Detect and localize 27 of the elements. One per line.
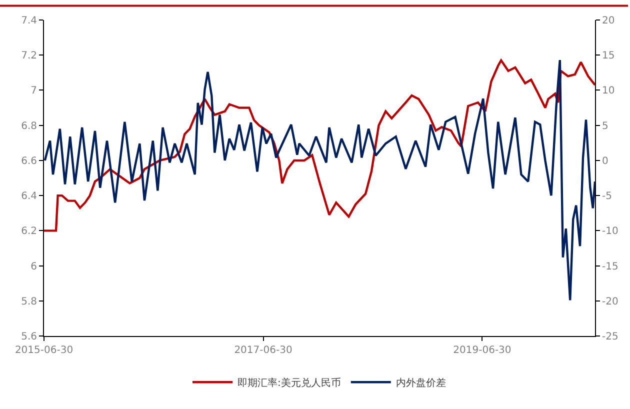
y2-tick-label: 0 <box>602 156 608 167</box>
legend-label: 内外盘价差 <box>396 377 446 389</box>
x-tick-label: 2019-06-30 <box>453 345 512 356</box>
x-tick-label: 2015-06-30 <box>14 345 74 356</box>
y-tick-label: 6.6 <box>21 156 37 167</box>
line-series <box>44 59 595 232</box>
y2-tick-label: 5 <box>602 120 608 132</box>
y-tick-label: 6.2 <box>21 226 37 238</box>
y2-tick-label: -15 <box>602 261 618 272</box>
y2-tick-label: -5 <box>602 191 612 202</box>
y-tick-label: 6 <box>30 261 37 272</box>
y2-tick-label: -20 <box>602 296 618 308</box>
y2-tick-label: -10 <box>602 226 618 238</box>
y2-tick-label: 10 <box>602 86 615 97</box>
x-tick-label: 2017-06-30 <box>234 345 292 356</box>
y-tick-label: 5.8 <box>21 296 37 308</box>
y2-tick-label: -25 <box>602 332 618 342</box>
y-tick-label: 6.4 <box>21 191 37 202</box>
y-tick-label: 7.4 <box>21 16 37 26</box>
y-tick-label: 5.6 <box>21 332 37 342</box>
y2-tick-label: 15 <box>602 50 615 62</box>
legend-label: 即期汇率:美元兑人民币 <box>238 377 341 389</box>
line-series <box>44 58 595 302</box>
y-tick-label: 7.2 <box>21 50 37 62</box>
y-tick-label: 7 <box>30 86 37 97</box>
y-tick-label: 6.8 <box>21 120 37 132</box>
y2-tick-label: 20 <box>602 16 615 26</box>
